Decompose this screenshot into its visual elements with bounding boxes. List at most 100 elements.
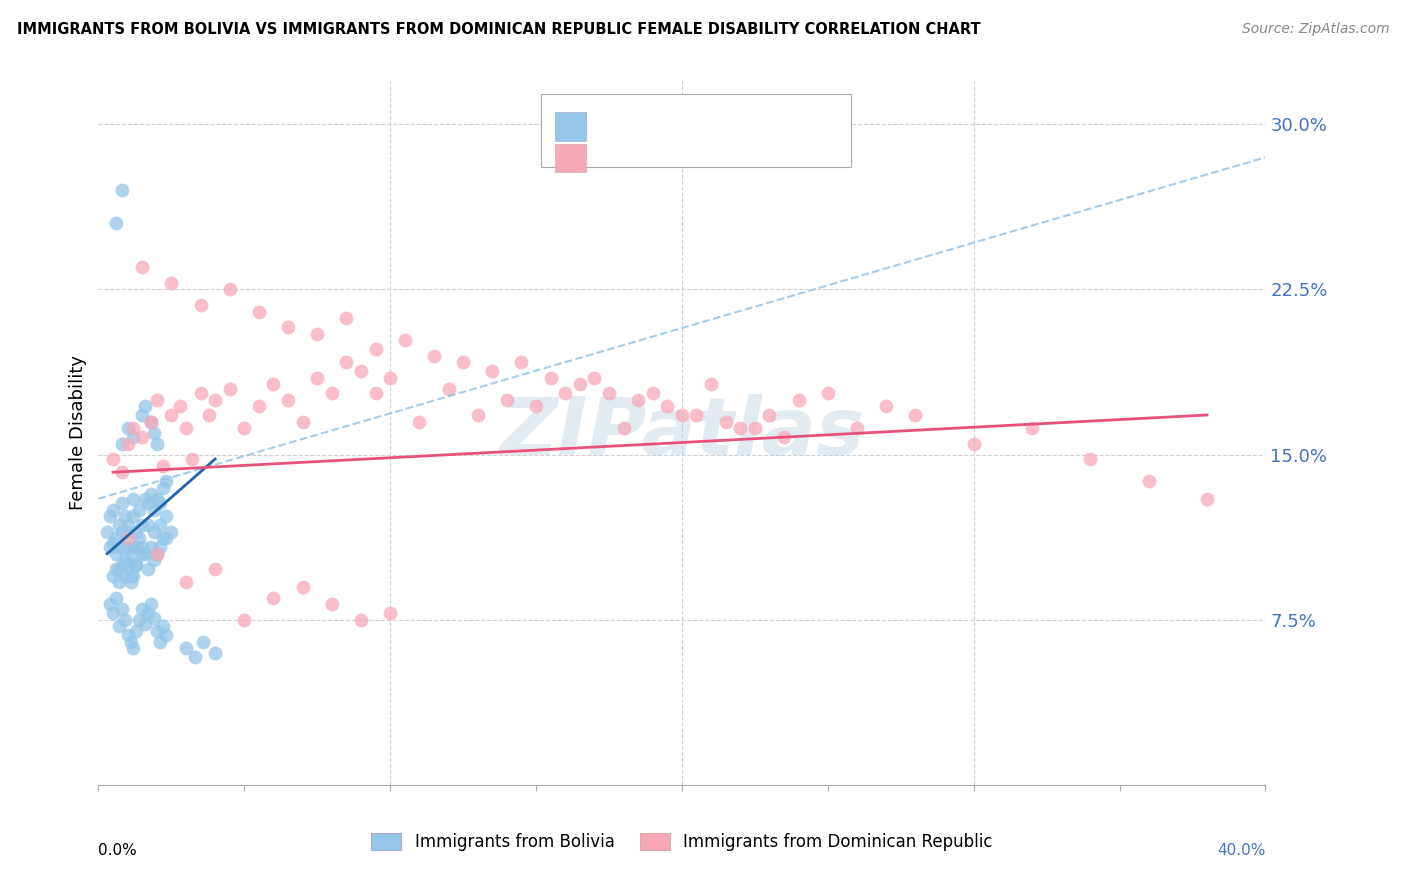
- Point: [685, 408, 707, 422]
- Point: [117, 421, 139, 435]
- Point: [114, 613, 136, 627]
- Point: [120, 635, 142, 649]
- Point: [146, 392, 169, 407]
- Point: [125, 558, 148, 572]
- Point: [155, 509, 177, 524]
- Point: [122, 491, 145, 506]
- Point: [233, 613, 256, 627]
- Point: [117, 532, 139, 546]
- Point: [149, 635, 172, 649]
- Point: [149, 540, 172, 554]
- Point: [152, 619, 174, 633]
- Point: [627, 392, 650, 407]
- Point: [131, 408, 153, 422]
- Point: [139, 487, 162, 501]
- Point: [117, 518, 139, 533]
- Point: [136, 496, 159, 510]
- Point: [437, 382, 460, 396]
- Point: [641, 386, 664, 401]
- Point: [101, 568, 124, 582]
- Text: 0.205: 0.205: [640, 137, 696, 155]
- Point: [122, 430, 145, 444]
- Point: [131, 540, 153, 554]
- Text: 40.0%: 40.0%: [1218, 843, 1265, 858]
- Point: [335, 355, 357, 369]
- Point: [120, 540, 142, 554]
- Point: [122, 509, 145, 524]
- Point: [142, 524, 165, 539]
- Point: [321, 598, 343, 612]
- Point: [744, 421, 766, 435]
- Point: [321, 386, 343, 401]
- Point: [101, 452, 124, 467]
- Text: R =: R =: [595, 107, 634, 125]
- Point: [117, 558, 139, 572]
- Text: Source: ZipAtlas.com: Source: ZipAtlas.com: [1241, 22, 1389, 37]
- Point: [817, 386, 839, 401]
- Point: [152, 458, 174, 473]
- Text: N =: N =: [702, 137, 754, 155]
- Y-axis label: Female Disability: Female Disability: [69, 355, 87, 510]
- Point: [122, 641, 145, 656]
- Point: [108, 540, 131, 554]
- Point: [108, 518, 131, 533]
- Point: [481, 364, 503, 378]
- Point: [218, 382, 240, 396]
- Point: [174, 641, 197, 656]
- Point: [134, 399, 156, 413]
- Point: [117, 524, 139, 539]
- Point: [193, 635, 215, 649]
- Point: [540, 370, 562, 384]
- Point: [174, 575, 197, 590]
- Point: [671, 408, 693, 422]
- Point: [204, 562, 226, 576]
- Text: N =: N =: [702, 107, 754, 125]
- Point: [174, 421, 197, 435]
- Point: [160, 524, 183, 539]
- Point: [451, 355, 474, 369]
- Point: [190, 298, 212, 312]
- Point: [204, 646, 226, 660]
- Point: [104, 562, 127, 576]
- Point: [96, 524, 118, 539]
- Point: [169, 399, 191, 413]
- Point: [134, 491, 156, 506]
- Point: [496, 392, 519, 407]
- Point: [467, 408, 489, 422]
- Point: [233, 421, 256, 435]
- Point: [423, 349, 446, 363]
- Point: [149, 518, 172, 533]
- Point: [714, 415, 737, 429]
- Point: [136, 518, 159, 533]
- Text: IMMIGRANTS FROM BOLIVIA VS IMMIGRANTS FROM DOMINICAN REPUBLIC FEMALE DISABILITY : IMMIGRANTS FROM BOLIVIA VS IMMIGRANTS FR…: [17, 22, 980, 37]
- Point: [108, 562, 131, 576]
- Text: ZIPatlas: ZIPatlas: [499, 393, 865, 472]
- Point: [277, 392, 299, 407]
- Point: [198, 408, 221, 422]
- Point: [125, 558, 148, 572]
- Point: [262, 377, 284, 392]
- Point: [183, 650, 205, 665]
- Point: [335, 311, 357, 326]
- Point: [152, 481, 174, 495]
- Point: [114, 540, 136, 554]
- Point: [307, 326, 329, 341]
- Point: [394, 333, 416, 347]
- Point: [139, 415, 162, 429]
- Point: [160, 408, 183, 422]
- Point: [104, 216, 127, 230]
- Point: [98, 598, 121, 612]
- Point: [111, 496, 134, 510]
- Point: [612, 421, 634, 435]
- Point: [583, 370, 606, 384]
- Point: [131, 518, 153, 533]
- Point: [131, 430, 153, 444]
- Point: [190, 386, 212, 401]
- Point: [142, 610, 165, 624]
- Point: [98, 509, 121, 524]
- Point: [277, 320, 299, 334]
- Point: [155, 474, 177, 488]
- Point: [291, 415, 314, 429]
- Point: [350, 364, 373, 378]
- Point: [657, 399, 679, 413]
